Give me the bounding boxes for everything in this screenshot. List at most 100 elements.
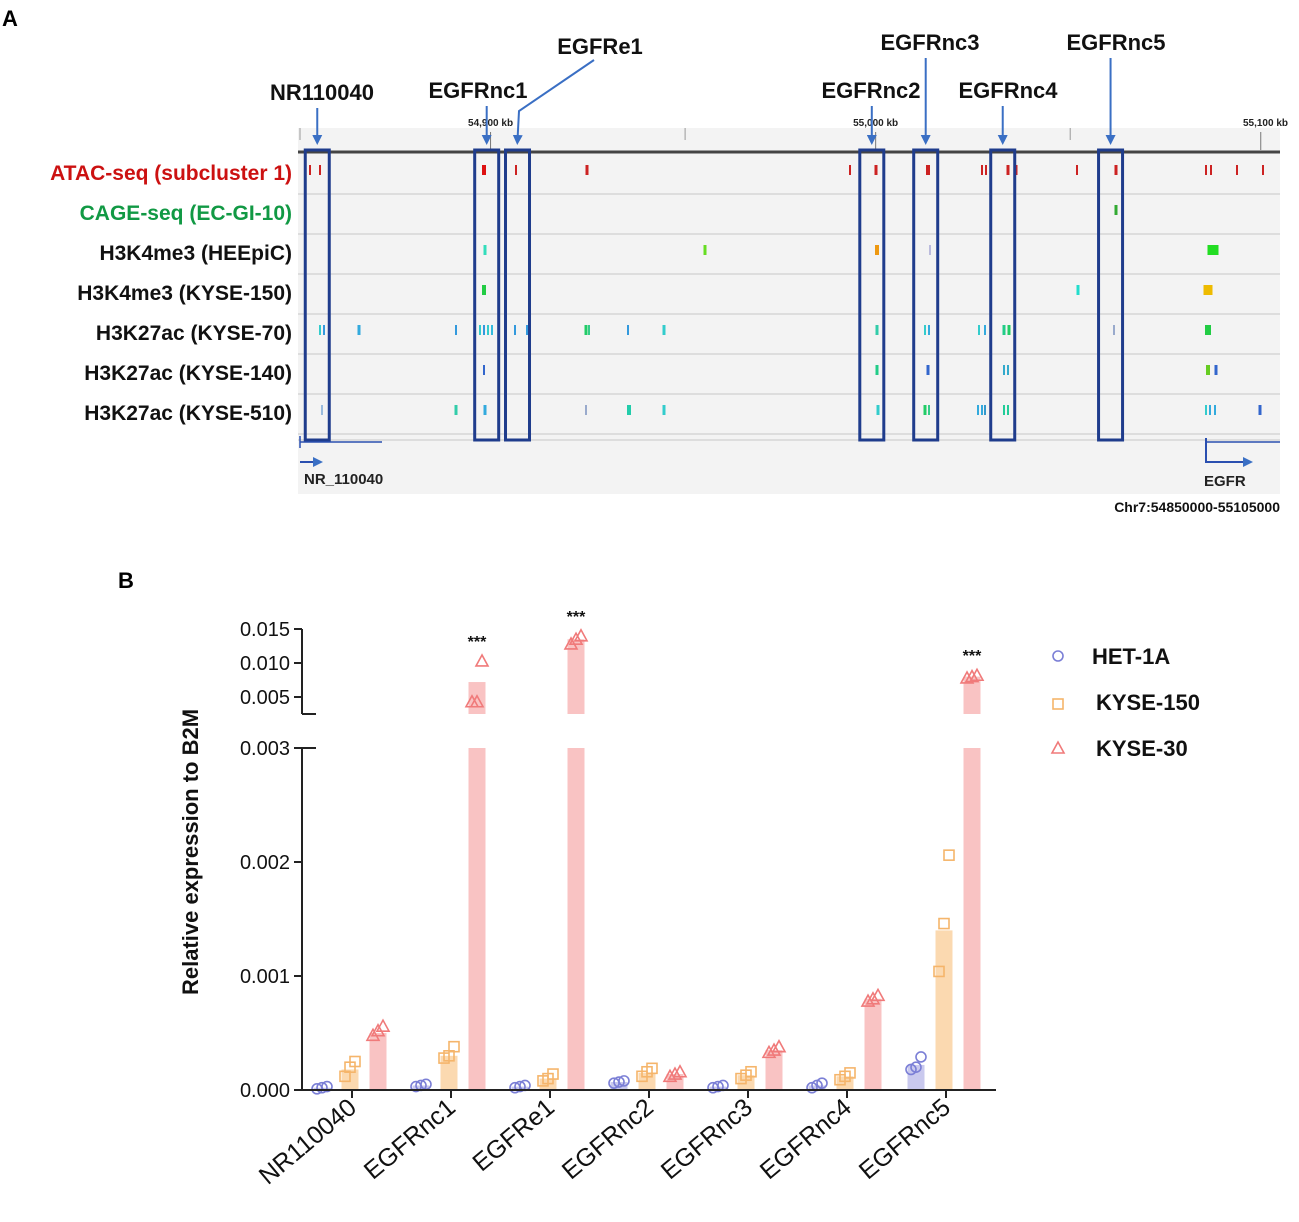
track-label: H3K27ac (KYSE-140) xyxy=(84,362,292,385)
bar xyxy=(468,748,486,1090)
region-box xyxy=(1097,148,1125,442)
legend-marker-circle xyxy=(1052,650,1064,662)
track-label: H3K4me3 (HEEpiC) xyxy=(99,242,292,265)
point-square xyxy=(844,1067,856,1079)
point-square xyxy=(349,1055,361,1068)
category-label: EGFRnc5 xyxy=(854,1093,956,1185)
peak-mark xyxy=(1236,165,1238,175)
peak-mark xyxy=(1003,365,1005,375)
peak-mark xyxy=(1076,165,1078,175)
peak-mark xyxy=(977,405,979,415)
significance-label: *** xyxy=(963,648,982,665)
bar xyxy=(440,1055,458,1090)
legend-marker-triangle xyxy=(1050,740,1066,754)
peak-mark xyxy=(585,165,589,175)
peak-mark xyxy=(319,325,321,335)
peak-mark xyxy=(487,325,489,335)
locus-label: Chr7:54850000-55105000 xyxy=(1114,499,1280,515)
track-labels: ATAC-seq (subcluster 1) CAGE-seq (EC-GI-1… xyxy=(50,162,292,425)
peak-mark xyxy=(928,405,930,415)
peak-mark xyxy=(981,165,983,175)
peak-mark xyxy=(483,365,485,375)
peak-mark xyxy=(662,405,666,415)
peak-mark xyxy=(1210,165,1212,175)
point-triangle xyxy=(375,1018,391,1032)
panel-a-letter: A xyxy=(2,6,18,31)
category-label: EGFRnc2 xyxy=(557,1093,659,1185)
region-label: EGFRnc3 xyxy=(880,30,979,55)
peak-mark xyxy=(482,165,486,175)
peak-mark xyxy=(1114,165,1118,175)
y-tick-label: 0.003 xyxy=(240,738,290,760)
bar xyxy=(935,930,953,1090)
legend: HET-1A KYSE-150 KYSE-30 xyxy=(1050,644,1200,761)
point-triangle xyxy=(469,694,485,708)
point-circle xyxy=(910,1061,922,1073)
peak-mark xyxy=(1007,365,1009,375)
peak-mark xyxy=(491,325,493,335)
point-triangle xyxy=(969,667,985,682)
peak-mark xyxy=(1205,325,1211,335)
region-label: EGFRe1 xyxy=(557,34,643,59)
point-triangle xyxy=(474,653,490,667)
peak-mark xyxy=(483,245,487,255)
peak-mark xyxy=(703,245,707,255)
peak-mark xyxy=(1002,325,1006,335)
point-circle xyxy=(321,1080,333,1093)
region-label: EGFRnc2 xyxy=(821,78,920,103)
peak-mark xyxy=(1007,325,1011,335)
y-tick-label: 0.005 xyxy=(240,687,290,709)
region-box xyxy=(303,148,331,442)
gene-label-left: NR_110040 xyxy=(304,471,383,488)
region-box xyxy=(858,148,886,442)
point-triangle xyxy=(568,631,584,646)
peak-mark xyxy=(1206,365,1210,375)
peak-mark xyxy=(924,325,926,335)
peak-mark xyxy=(1007,405,1009,415)
bar xyxy=(567,748,585,1090)
peak-mark xyxy=(1114,205,1118,215)
peak-mark xyxy=(1258,405,1262,415)
peak-mark xyxy=(321,405,323,415)
peak-mark xyxy=(585,405,587,415)
gene-label-right: EGFR xyxy=(1204,473,1246,490)
y-tick-label: 0.000 xyxy=(240,1080,290,1102)
peak-mark xyxy=(984,325,986,335)
category-label: EGFRnc1 xyxy=(359,1093,461,1185)
point-triangle xyxy=(370,1023,386,1037)
peak-mark xyxy=(1262,165,1264,175)
point-square xyxy=(938,917,950,930)
peak-mark xyxy=(981,405,983,415)
peak-mark xyxy=(978,325,980,335)
peak-mark xyxy=(1003,405,1005,415)
coord-tick-label: 55,000 kb xyxy=(853,118,898,129)
legend-marker-square xyxy=(1052,698,1064,710)
category-label: EGFRe1 xyxy=(467,1093,560,1177)
peak-marks xyxy=(309,165,1264,415)
legend-label: HET-1A xyxy=(1092,644,1170,669)
point-circle xyxy=(816,1077,828,1089)
region-box xyxy=(989,148,1017,442)
point-triangle xyxy=(662,1068,678,1083)
point-triangle xyxy=(870,987,886,1002)
point-square xyxy=(547,1068,559,1080)
peak-mark xyxy=(1076,285,1080,295)
peak-mark xyxy=(875,245,879,255)
peak-mark xyxy=(1006,165,1010,175)
peak-mark xyxy=(526,325,528,335)
bar xyxy=(907,1064,925,1090)
point-triangle xyxy=(672,1064,688,1078)
bar xyxy=(765,1050,783,1090)
region-label: NR110040 xyxy=(270,80,374,105)
y-tick-label: 0.001 xyxy=(240,966,290,988)
axes: 0.000 0.001 0.002 0.003 0.005 0.010 0.015 xyxy=(240,619,996,1102)
peak-mark xyxy=(928,325,930,335)
bar-upper xyxy=(963,676,981,714)
point-triangle xyxy=(573,628,589,642)
point-square xyxy=(448,1040,460,1053)
track-label: H3K4me3 (KYSE-150) xyxy=(77,282,292,305)
y-tick-label: 0.010 xyxy=(240,653,290,675)
point-triangle xyxy=(771,1039,787,1053)
